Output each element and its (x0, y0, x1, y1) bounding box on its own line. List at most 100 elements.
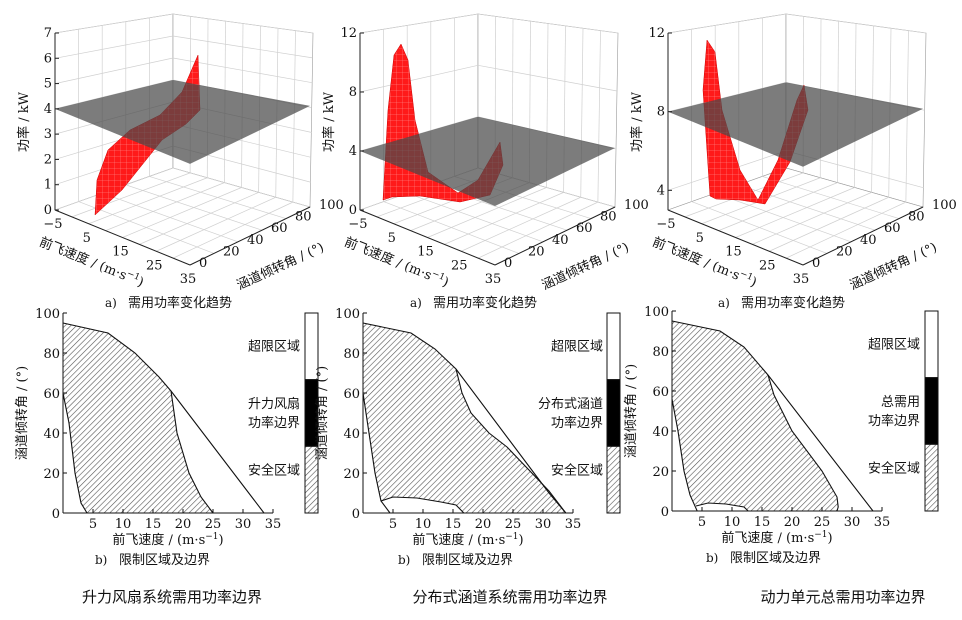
y-tick-label: 40 (43, 427, 60, 442)
y-tick-label: 100 (644, 305, 669, 320)
x-tick-label: 35 (793, 272, 810, 287)
y-tick-label: 0 (199, 256, 207, 271)
legend-over-limit-swatch (925, 311, 938, 378)
legend-boundary-label: 分布式涵道 (538, 397, 603, 412)
y-tick-label: 40 (247, 233, 264, 248)
y-tick-label: 20 (223, 244, 240, 259)
x-label-end: ) (219, 533, 224, 548)
x-tick-label: 5 (389, 517, 397, 532)
z-tick-label: 0 (349, 203, 357, 218)
y-tick-label: 100 (932, 198, 957, 213)
z-tick-label: 8 (657, 105, 665, 120)
caption: 需用功率变化趋势 (433, 295, 537, 311)
x-tick-label: 25 (505, 517, 522, 532)
x-tick-label: 35 (180, 272, 197, 287)
y-tick-label: 60 (652, 385, 669, 400)
x-tick-label: 25 (814, 515, 831, 530)
y-tick-label: 60 (343, 387, 360, 402)
y-tick-label: 0 (661, 505, 669, 520)
caption-label: b) (706, 551, 718, 565)
y-tick-label: 100 (35, 307, 60, 322)
y-tick-label: 80 (600, 210, 617, 225)
x-axis-label: 前飞速度 / (m·s−1) (721, 530, 832, 546)
legend-over-limit-swatch (607, 313, 620, 380)
safe-region (63, 323, 213, 513)
x-label-end: ) (828, 531, 833, 546)
z-axis-label: 功率 / kW (629, 91, 645, 152)
z-tick-label: 4 (44, 102, 52, 117)
z-tick-label: 1 (44, 178, 52, 193)
x-axis-label: 前飞速度 / (m·s−1) (342, 234, 451, 290)
y-tick-label: 80 (652, 345, 669, 360)
y-tick-label: 60 (271, 221, 288, 236)
z-tick-label: 0 (44, 203, 52, 218)
x-tick-label: 25 (759, 258, 776, 273)
x-tick-label: 35 (874, 515, 891, 530)
x-tick-label: 5 (696, 231, 704, 246)
z-tick-label: 7 (44, 26, 52, 41)
x-tick-label: −5 (43, 217, 62, 232)
legend-boundary-label: 功率边界 (248, 415, 300, 431)
x-tick-label: 10 (724, 515, 741, 530)
y-tick-label: 20 (343, 467, 360, 482)
y-tick-label: 40 (860, 233, 877, 248)
y-tick-label: 60 (576, 221, 593, 236)
x-tick-label: 15 (754, 515, 771, 530)
panel-title: 动力单元总需用功率边界 (760, 588, 925, 606)
z-tick-label: 5 (44, 77, 52, 92)
x-tick-label: 15 (725, 245, 742, 260)
z-axis-label: 功率 / kW (321, 91, 337, 152)
y-axis-label: 涵道倾转角 / (°) (624, 364, 639, 458)
legend-safe-label: 安全区域 (868, 461, 920, 477)
y-axis-label: 涵道倾转角 / (°) (848, 240, 940, 293)
y-tick-label: 20 (528, 244, 545, 259)
x-tick-label: 5 (388, 231, 396, 246)
z-tick-label: 2 (44, 152, 52, 167)
x-label-sup: −1 (205, 532, 218, 542)
x-tick-label: 35 (565, 517, 582, 532)
legend-safe-label: 安全区域 (248, 463, 300, 479)
x-tick-label: 30 (535, 517, 552, 532)
legend-over-limit-label: 超限区域 (248, 339, 300, 354)
x-tick-label: 25 (205, 517, 222, 532)
caption-label: a) (105, 296, 117, 310)
x-label-sup: −1 (814, 530, 827, 540)
z-tick-label: 12 (340, 26, 357, 41)
caption: 需用功率变化趋势 (741, 295, 845, 311)
legend-over-limit-label: 超限区域 (868, 337, 920, 352)
safe-region (672, 321, 838, 511)
x-tick-label: 20 (784, 515, 801, 530)
z-axis-label: 功率 / kW (16, 91, 32, 152)
x-axis-label: 前飞速度 / (m·s−1) (650, 234, 759, 290)
caption-label: a) (718, 296, 730, 310)
z-tick-label: 6 (44, 51, 52, 66)
y-tick-label: 0 (812, 256, 820, 271)
panel-title: 分布式涵道系统需用功率边界 (412, 588, 607, 606)
x-tick-label: 10 (115, 517, 132, 532)
x-tick-label: −5 (348, 217, 367, 232)
y-axis-label: 涵道倾转角 / (°) (235, 240, 327, 293)
y-axis-label: 涵道倾转角 / (°) (15, 366, 30, 460)
z-tick-label: 12 (648, 26, 665, 41)
legend-over-limit-label: 超限区域 (551, 339, 603, 354)
y-tick-label: 60 (43, 387, 60, 402)
x-tick-label: 35 (485, 272, 502, 287)
y-tick-label: 80 (295, 210, 312, 225)
y-tick-label: 80 (43, 347, 60, 362)
y-axis-label: 涵道倾转角 / (°) (315, 366, 330, 460)
y-tick-label: 100 (319, 198, 344, 213)
caption: 限制区域及边界 (422, 553, 513, 568)
legend-boundary-label: 功率边界 (551, 415, 603, 431)
legend-safe-swatch (925, 444, 938, 511)
panel-title: 升力风扇系统需用功率边界 (82, 588, 262, 606)
y-tick-label: 40 (652, 425, 669, 440)
x-tick-label: 35 (265, 517, 282, 532)
